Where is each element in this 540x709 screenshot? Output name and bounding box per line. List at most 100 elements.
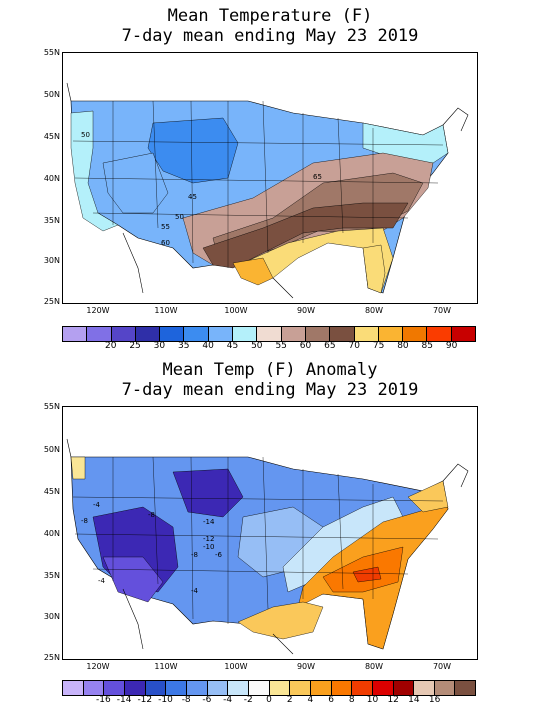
bottom-colorbar-tick-label: 16 xyxy=(428,695,441,705)
top-colorbar-tick-label: 90 xyxy=(445,341,458,351)
anomaly-region-southeast-hot xyxy=(322,546,404,593)
top-colorbar-tick-label: 75 xyxy=(372,341,385,351)
contour-label: -4 xyxy=(98,577,106,585)
bottom-colorbar-swatch xyxy=(186,681,208,695)
bottom-lat-label: 25N xyxy=(43,653,60,662)
bottom-lat-label: 45N xyxy=(43,487,60,496)
top-colorbar-tick-label: 20 xyxy=(104,341,117,351)
bottom-lat-label: 55N xyxy=(43,402,60,411)
bottom-colorbar-swatch xyxy=(83,681,105,695)
us-region-northeast xyxy=(362,122,449,164)
bottom-colorbar-tick-label: -8 xyxy=(181,695,191,705)
top-lat-label: 35N xyxy=(43,216,60,225)
contour-label: 50 xyxy=(175,213,184,221)
contour-label: 60 xyxy=(161,239,170,247)
bottom-colorbar-swatch xyxy=(310,681,332,695)
bottom-colorbar-swatch xyxy=(228,681,249,695)
bottom-colorbar-swatch xyxy=(414,681,435,695)
coastlines xyxy=(66,82,469,299)
top-colorbar xyxy=(62,326,477,342)
bottom-colorbar-swatch xyxy=(352,681,373,695)
bottom-lon-label: 70W xyxy=(432,662,452,671)
top-map-title-line2: 7-day mean ending May 23 2019 xyxy=(121,26,419,46)
bottom-map-svg: -4 -8 -8 -14 -12 -10 -8 -6 -4 -4 xyxy=(66,438,469,655)
state-boundaries xyxy=(72,456,444,624)
contour-label: -8 xyxy=(191,551,198,559)
bottom-colorbar-tick-label: 6 xyxy=(328,695,334,705)
contour-label: -12 xyxy=(203,535,214,543)
bottom-lon-label: 90W xyxy=(296,662,316,671)
top-colorbar-tick-label: 55 xyxy=(275,341,287,351)
anomaly-region-northeast xyxy=(407,480,449,513)
top-colorbar-tick-label: 80 xyxy=(397,341,409,351)
top-colorbar-swatch xyxy=(208,327,234,341)
top-lat-label: 50N xyxy=(43,90,60,99)
top-colorbar-tick-label: 65 xyxy=(324,341,336,351)
top-colorbar-swatch xyxy=(305,327,331,341)
top-map-svg: 50 45 50 55 60 65 xyxy=(66,82,469,299)
bottom-colorbar-tick-label: 8 xyxy=(348,695,355,705)
top-lat-label: 45N xyxy=(43,132,60,141)
bottom-colorbar-tick-label: -10 xyxy=(158,695,173,705)
state-boundaries xyxy=(72,100,444,268)
top-lon-label: 70W xyxy=(432,306,452,315)
top-map-panel: 50 45 50 55 60 65 xyxy=(62,52,478,304)
us-region-basin xyxy=(102,152,169,214)
contour-label: 50 xyxy=(81,131,90,139)
top-colorbar-swatch xyxy=(62,327,88,341)
top-colorbar-tick-label: 30 xyxy=(153,341,166,351)
top-colorbar-swatch xyxy=(111,327,136,341)
bottom-lon-label: 80W xyxy=(364,662,384,671)
top-colorbar-swatch xyxy=(330,327,355,341)
top-lon-label: 90W xyxy=(296,306,316,315)
contour-label: -10 xyxy=(203,543,214,551)
top-lat-label: 25N xyxy=(43,297,60,306)
bottom-colorbar-swatch xyxy=(269,681,291,695)
contour-label: -8 xyxy=(81,517,88,525)
contour-label: -8 xyxy=(148,511,155,519)
bottom-colorbar-tick-label: -12 xyxy=(137,695,153,705)
us-region-texas-hot xyxy=(232,257,274,286)
bottom-colorbar-swatch xyxy=(207,681,229,695)
bottom-colorbar-swatch xyxy=(331,681,353,695)
bottom-lat-label: 30N xyxy=(43,612,60,621)
bottom-colorbar-swatch xyxy=(62,681,84,695)
bottom-colorbar xyxy=(62,680,477,696)
bottom-colorbar-tick-label: 2 xyxy=(286,695,293,705)
bottom-colorbar-swatch xyxy=(393,681,415,695)
top-colorbar-tick-label: 25 xyxy=(129,341,141,351)
top-colorbar-tick-label: 35 xyxy=(178,341,190,351)
top-colorbar-tick-label: 70 xyxy=(348,341,360,351)
top-lon-label: 110W xyxy=(154,306,178,315)
top-colorbar-tick-label: 85 xyxy=(421,341,433,351)
anomaly-region-hotspot xyxy=(352,566,382,583)
contour-label: 55 xyxy=(161,223,170,231)
contour-label: -14 xyxy=(203,518,215,526)
bottom-colorbar-tick-label: 14 xyxy=(408,695,420,705)
top-lon-label: 80W xyxy=(364,306,384,315)
bottom-colorbar-swatch xyxy=(124,681,146,695)
top-colorbar-tick-label: 40 xyxy=(202,341,214,351)
contour-label: -4 xyxy=(93,501,101,509)
anomaly-region-rockies-cold xyxy=(172,468,244,518)
top-colorbar-swatch xyxy=(403,327,428,341)
top-colorbar-swatch xyxy=(257,327,282,341)
bottom-colorbar-swatch xyxy=(248,681,270,695)
contour-label: -6 xyxy=(215,551,223,559)
contour-label: -4 xyxy=(191,587,199,595)
bottom-colorbar-swatch xyxy=(104,681,125,695)
top-map-title-line1: Mean Temperature (F) xyxy=(167,6,373,26)
top-colorbar-tick-label: 60 xyxy=(299,341,312,351)
top-colorbar-swatch xyxy=(233,327,258,341)
bottom-colorbar-tick-label: -14 xyxy=(116,695,132,705)
us-region-rockies-cold xyxy=(147,117,239,184)
bottom-lat-label: 40N xyxy=(43,529,60,538)
top-colorbar-tick-label: 45 xyxy=(226,341,239,351)
top-lat-label: 55N xyxy=(43,48,60,57)
bottom-colorbar-swatch xyxy=(290,681,311,695)
bottom-map-title-line1: Mean Temp (F) Anomaly xyxy=(162,360,378,380)
bottom-colorbar-tick-label: 10 xyxy=(366,695,379,705)
bottom-colorbar-tick-label: 4 xyxy=(307,695,314,705)
contour-label: 65 xyxy=(313,173,322,181)
bottom-map-title-line2: 7-day mean ending May 23 2019 xyxy=(121,380,419,400)
